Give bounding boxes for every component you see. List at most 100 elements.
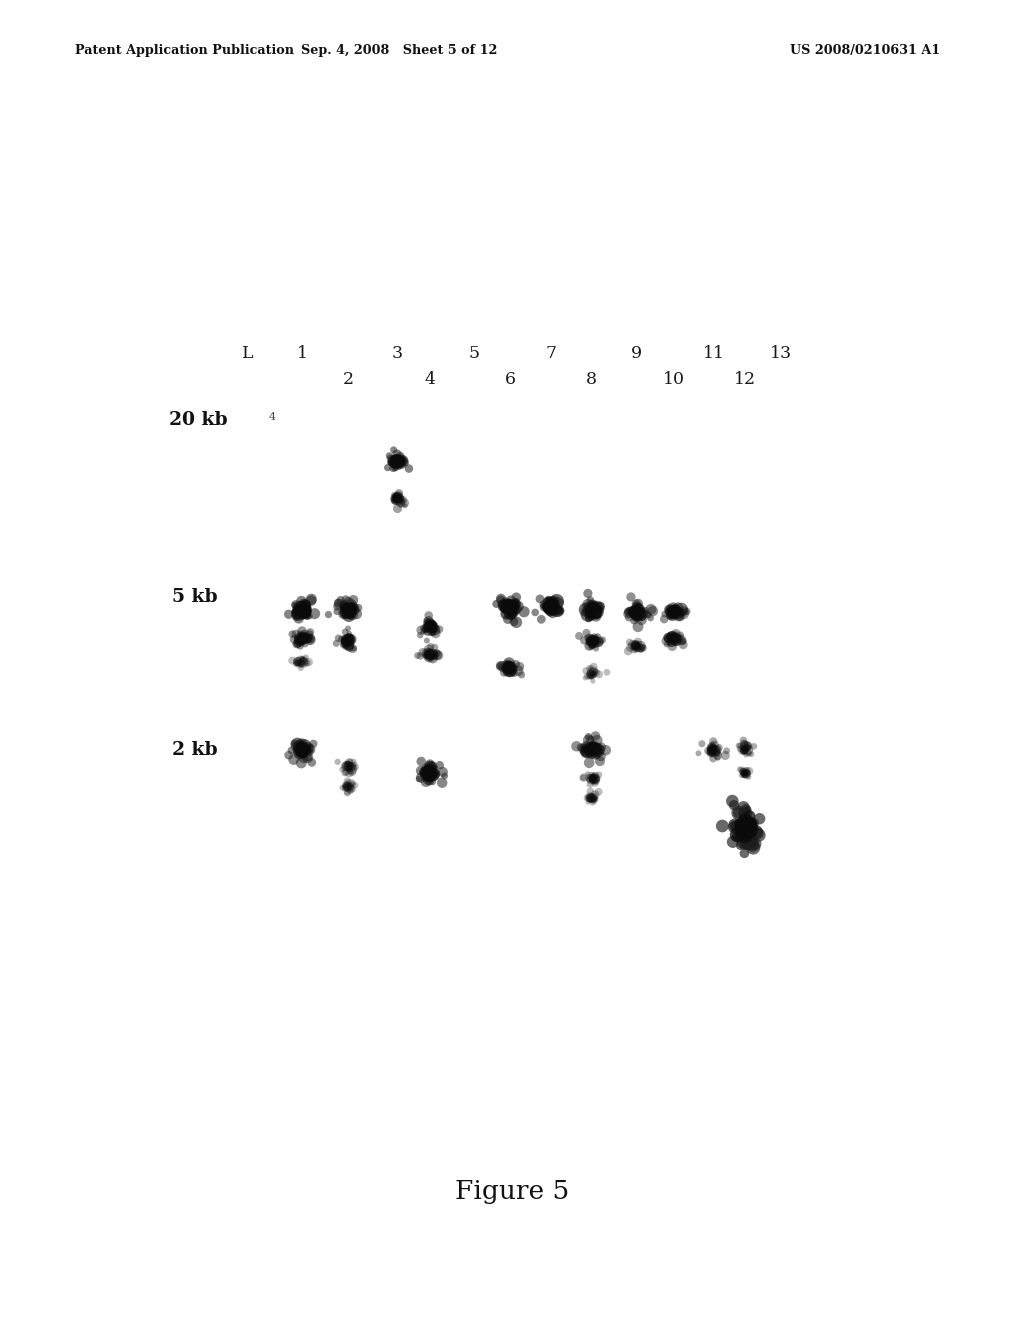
Point (585, 792, 601, 813)
Point (418, 764, 434, 785)
Point (295, 593, 311, 614)
Point (739, 760, 756, 781)
Text: Sep. 4, 2008   Sheet 5 of 12: Sep. 4, 2008 Sheet 5 of 12 (301, 44, 498, 57)
Point (344, 759, 360, 780)
Point (586, 630, 602, 651)
Text: 4: 4 (268, 412, 275, 422)
Point (738, 763, 755, 784)
Point (389, 444, 406, 465)
Point (734, 763, 751, 784)
Point (299, 747, 315, 768)
Point (421, 610, 437, 631)
Point (394, 449, 411, 470)
Point (299, 599, 315, 620)
Point (344, 605, 360, 626)
Point (734, 760, 751, 781)
Point (429, 644, 445, 665)
Point (634, 638, 650, 659)
Point (296, 739, 312, 760)
Point (741, 818, 758, 840)
Point (587, 661, 603, 682)
Point (707, 739, 723, 760)
Point (513, 664, 529, 685)
Point (736, 764, 753, 785)
Point (386, 484, 402, 506)
Point (626, 603, 642, 624)
Point (298, 647, 314, 668)
Point (295, 628, 311, 649)
Point (297, 601, 313, 622)
Point (628, 635, 644, 656)
Point (587, 768, 603, 789)
Point (386, 491, 402, 512)
Point (296, 747, 312, 768)
Point (293, 651, 309, 672)
Point (385, 451, 401, 473)
Point (586, 788, 602, 809)
Point (725, 817, 741, 838)
Point (339, 776, 355, 797)
Point (587, 742, 603, 763)
Point (288, 623, 304, 644)
Point (295, 630, 311, 651)
Point (292, 742, 308, 763)
Point (343, 597, 359, 618)
Point (662, 599, 678, 620)
Point (672, 606, 688, 627)
Point (389, 453, 406, 474)
Point (736, 737, 753, 758)
Point (739, 800, 756, 821)
Point (583, 631, 599, 652)
Point (420, 643, 436, 664)
Point (497, 595, 513, 616)
Point (425, 616, 441, 638)
Point (296, 601, 312, 622)
Point (389, 486, 406, 507)
Point (331, 593, 347, 614)
Point (586, 768, 602, 789)
Point (630, 599, 646, 620)
Point (585, 598, 601, 619)
Point (293, 752, 309, 774)
Point (736, 842, 753, 863)
Point (737, 763, 754, 784)
Point (341, 632, 357, 653)
Point (343, 594, 359, 615)
Point (427, 758, 443, 779)
Point (633, 606, 649, 627)
Point (505, 597, 521, 618)
Point (297, 739, 313, 760)
Point (288, 594, 304, 615)
Point (735, 730, 752, 751)
Point (581, 609, 597, 630)
Point (585, 598, 601, 619)
Point (500, 609, 516, 630)
Point (337, 603, 353, 624)
Point (299, 652, 315, 673)
Point (737, 816, 754, 837)
Point (301, 652, 317, 673)
Text: 5 kb: 5 kb (172, 587, 218, 606)
Point (500, 660, 516, 681)
Point (421, 639, 437, 660)
Point (337, 762, 353, 783)
Point (500, 594, 516, 615)
Point (668, 605, 684, 626)
Point (592, 630, 608, 651)
Point (292, 653, 308, 675)
Point (725, 832, 741, 853)
Point (741, 817, 758, 838)
Point (583, 664, 599, 685)
Point (582, 635, 598, 656)
Point (302, 739, 318, 760)
Point (630, 631, 646, 652)
Point (505, 659, 521, 680)
Point (427, 636, 443, 657)
Point (585, 632, 601, 653)
Point (732, 735, 749, 756)
Point (588, 663, 604, 684)
Point (499, 655, 515, 676)
Point (393, 454, 410, 475)
Point (344, 779, 360, 800)
Point (662, 606, 678, 627)
